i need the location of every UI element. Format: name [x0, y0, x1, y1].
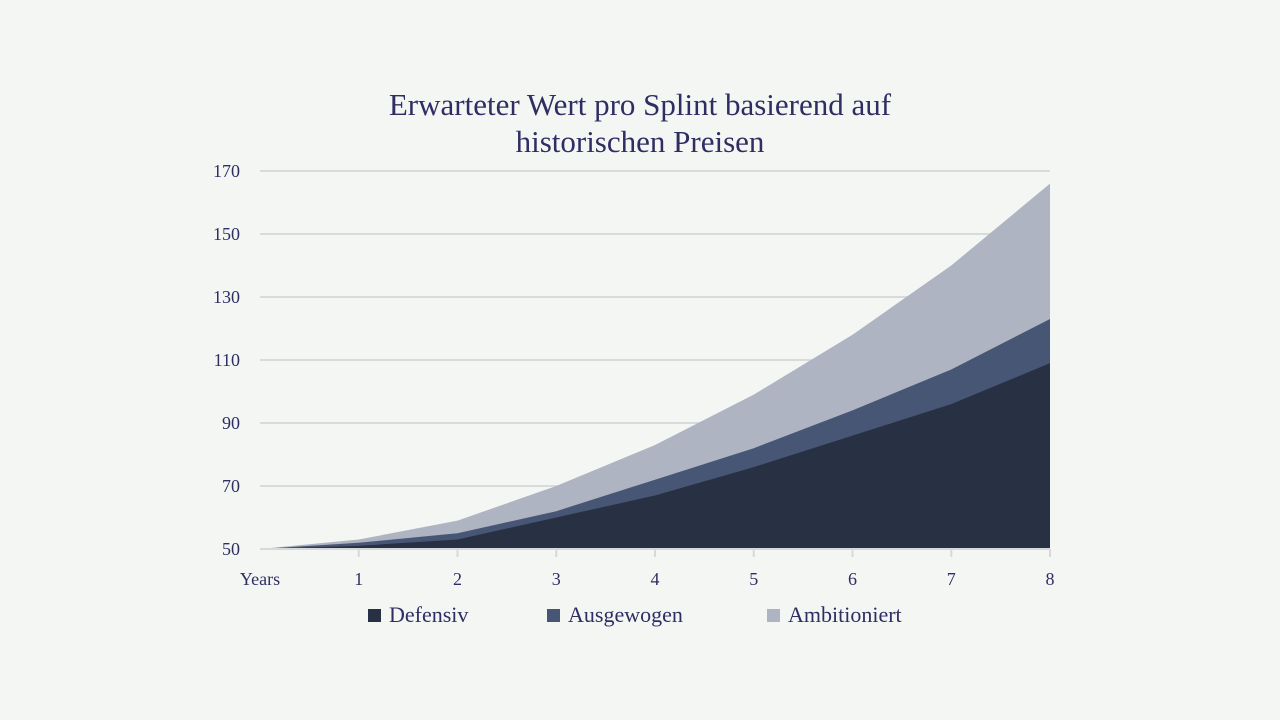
legend-item-defensiv: Defensiv	[368, 600, 468, 630]
x-tick-label: 6	[848, 569, 857, 589]
x-tick-label: 4	[651, 569, 660, 589]
x-tick-label: 2	[453, 569, 462, 589]
chart-title: Erwarteter Wert pro Splint basierend auf…	[0, 86, 1280, 160]
y-tick-label: 50	[222, 539, 240, 559]
y-tick-label: 170	[213, 161, 240, 181]
x-tick-label: 5	[749, 569, 758, 589]
y-tick-label: 150	[213, 224, 240, 244]
chart-title-line-2: historischen Preisen	[515, 124, 765, 159]
legend-label-ausgewogen: Ausgewogen	[568, 602, 683, 627]
axes: 50 70 90 110 130 150 170 Years 1 2 3 4 5 6 7 8	[213, 161, 1055, 589]
x-tick-label: 7	[947, 569, 956, 589]
area-series	[260, 183, 1050, 549]
x-tick-label: 8	[1046, 569, 1055, 589]
x-tick-label: Years	[240, 569, 280, 589]
chart-legend: Defensiv Ausgewogen Ambitioniert	[0, 600, 1280, 630]
legend-label-defensiv: Defensiv	[389, 602, 469, 627]
legend-swatch-defensiv	[368, 608, 381, 622]
legend-item-ausgewogen: Ausgewogen	[547, 600, 683, 630]
legend-swatch-ambitioniert	[767, 608, 780, 622]
y-tick-label: 70	[222, 476, 240, 496]
y-tick-label: 130	[213, 287, 240, 307]
legend-label-ambitioniert: Ambitioniert	[788, 602, 902, 627]
chart-title-line-1: Erwarteter Wert pro Splint basierend auf	[388, 87, 892, 122]
legend-item-ambitioniert: Ambitioniert	[767, 600, 902, 630]
x-tick-label: 3	[552, 569, 561, 589]
y-tick-label: 90	[222, 413, 240, 433]
legend-swatch-ausgewogen	[547, 608, 560, 622]
area-defensiv	[260, 363, 1050, 549]
x-tick-label: 1	[354, 569, 363, 589]
y-tick-label: 110	[214, 350, 240, 370]
